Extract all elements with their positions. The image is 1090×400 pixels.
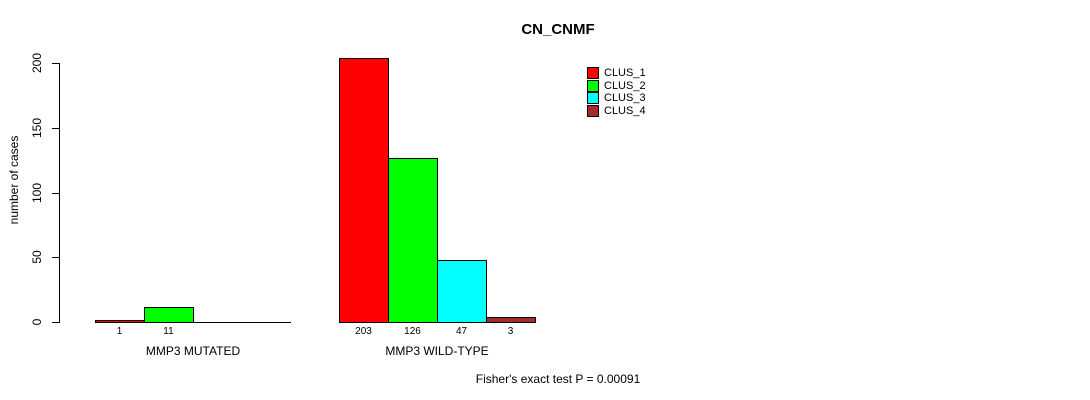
legend-swatch-clus_2	[587, 80, 599, 92]
bar-value-label: 1	[116, 326, 123, 337]
y-axis-tick-label: 150	[30, 117, 44, 139]
legend-swatch-clus_1	[587, 67, 599, 79]
bar-clus_2-1	[144, 307, 194, 323]
legend-label: CLUS_4	[604, 105, 646, 117]
chart-title: CN_CNMF	[521, 21, 595, 38]
bar-clus_1-1	[95, 320, 145, 323]
bar-clus_1-2	[339, 58, 389, 323]
bar-value-label: 126	[404, 326, 421, 337]
legend-label: CLUS_2	[604, 80, 646, 92]
fisher-test-annotation: Fisher's exact test P = 0.00091	[475, 372, 641, 386]
legend-swatch-clus_4	[587, 105, 599, 117]
y-axis-tick	[52, 322, 60, 323]
legend-label: CLUS_1	[604, 67, 646, 79]
y-axis-tick-label: 200	[30, 52, 44, 74]
bar-clus_3-2	[437, 260, 487, 323]
y-axis-tick	[52, 193, 60, 194]
bar-value-label: 203	[355, 326, 372, 337]
bar-value-label: 3	[507, 326, 514, 337]
x-group-label: MMP3 WILD-TYPE	[385, 344, 489, 358]
x-group-label: MMP3 MUTATED	[145, 344, 241, 358]
y-axis-tick	[52, 257, 60, 258]
legend-swatch-clus_3	[587, 92, 599, 104]
y-axis-tick-label: 100	[30, 182, 44, 204]
y-axis-title: number of cases	[7, 135, 21, 225]
bar-value-label: 47	[455, 326, 468, 337]
y-axis-tick	[52, 63, 60, 64]
y-axis-tick	[52, 128, 60, 129]
bar-value-label: 11	[163, 326, 174, 337]
y-axis-tick-label: 0	[30, 318, 44, 326]
legend-label: CLUS_3	[604, 92, 646, 104]
y-axis-tick-label: 50	[30, 250, 44, 264]
bar-clus_4-2	[486, 317, 536, 323]
bar-clus_2-2	[388, 158, 438, 323]
